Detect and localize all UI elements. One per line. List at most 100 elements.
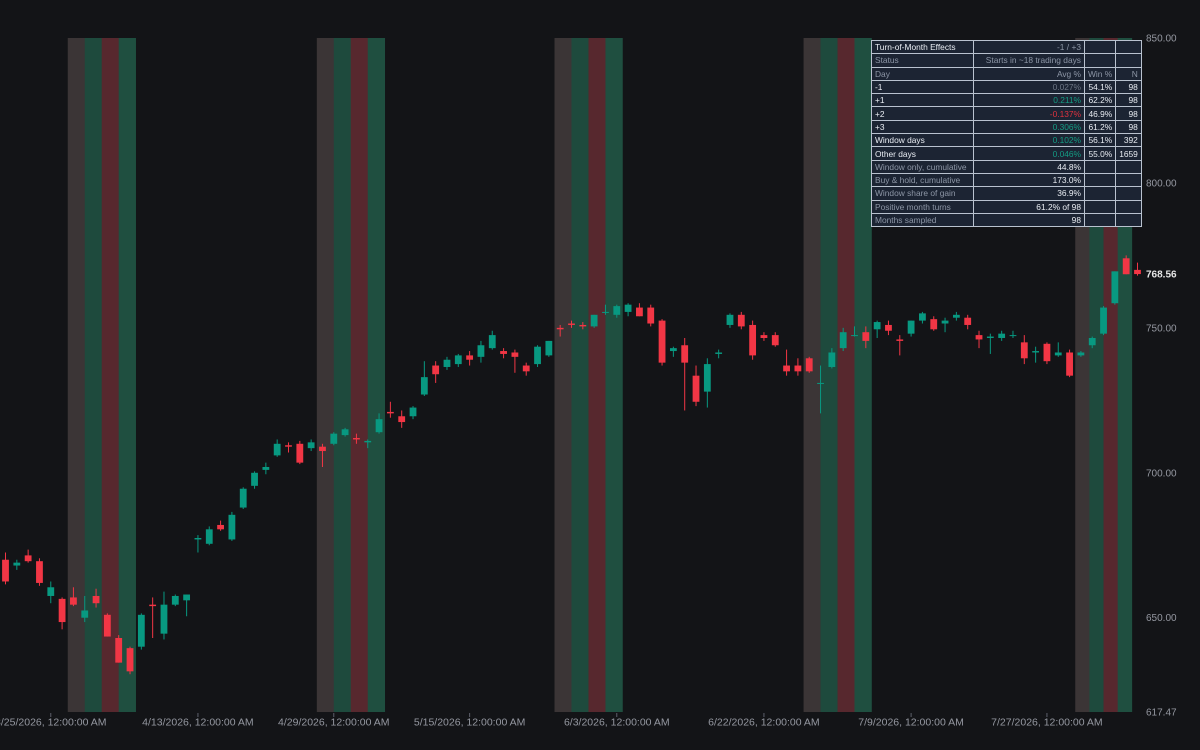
candle-body [126, 648, 134, 672]
band-stripe [67, 38, 86, 712]
price-axis[interactable]: 850.00 800.00 750.00 700.00 650.00 617.47 768.… [1146, 34, 1177, 719]
avg-cell: 0.102% [973, 133, 1085, 148]
candle [851, 326, 858, 337]
candle [941, 317, 949, 333]
candle-body [511, 352, 519, 357]
candle [737, 311, 745, 330]
table-row: +3 0.306% 61.2% 98 [871, 119, 1142, 135]
band-stripe [118, 38, 136, 712]
candle-body [1088, 338, 1096, 346]
empty-cell [1115, 172, 1142, 188]
candle-body [160, 604, 168, 634]
candle-body [454, 355, 462, 365]
candle [1088, 336, 1096, 349]
candle [115, 635, 123, 663]
candle-body [805, 358, 813, 372]
table-row: Other days 0.046% 55.0% 1659 [871, 146, 1142, 161]
band-stripe [350, 38, 369, 712]
candle [443, 356, 451, 370]
candle-body [228, 514, 236, 540]
candle [794, 358, 802, 376]
n-cell: 1659 [1115, 146, 1142, 161]
candle-body [998, 333, 1006, 338]
candle-body [477, 345, 485, 357]
candle-body [341, 429, 349, 436]
day-cell: +2 [871, 106, 974, 121]
candle [239, 487, 247, 510]
candle [862, 326, 870, 349]
band-stripe [367, 38, 386, 712]
col-win: Win % [1083, 66, 1117, 81]
summary-row: Buy & hold, cumulative 173.0% [871, 172, 1142, 188]
candle-body [986, 336, 994, 338]
candle [92, 588, 100, 608]
candle-body [658, 320, 666, 363]
candle [285, 442, 292, 453]
candle [81, 595, 89, 623]
table-row: +2 -0.137% 46.9% 98 [871, 106, 1142, 121]
candle-body [251, 472, 258, 486]
status-value: Starts in ~18 trading days [973, 53, 1085, 68]
candle-body [420, 377, 428, 395]
candle [273, 439, 281, 457]
candle-body [749, 324, 757, 356]
candle [1043, 342, 1051, 365]
candle [126, 646, 134, 675]
turn-of-month-band [316, 38, 386, 712]
turn-of-month-band [67, 38, 136, 712]
candle [534, 345, 541, 367]
day-cell: Window days [871, 133, 974, 148]
last-price-label: 768.56 [1146, 270, 1177, 281]
candle-body [703, 364, 711, 392]
avg-cell: 0.046% [973, 146, 1085, 161]
candle [36, 558, 43, 586]
candle [171, 594, 179, 607]
band-stripe [333, 38, 352, 712]
candle [885, 320, 892, 336]
candle-body [952, 314, 960, 318]
candle-body [296, 443, 304, 463]
candle-body [760, 335, 768, 338]
candle [466, 351, 474, 366]
summary-value: 173.0% [973, 172, 1085, 188]
candle [568, 320, 575, 328]
candles [2, 255, 1141, 675]
candle [398, 410, 406, 428]
candle [262, 462, 270, 475]
candle-body [47, 587, 55, 596]
candle [760, 332, 768, 341]
candle [669, 346, 677, 357]
candle [1134, 262, 1141, 276]
empty-cell [1115, 212, 1142, 228]
table-row: +1 0.211% 62.2% 98 [871, 93, 1142, 108]
candle [692, 365, 700, 407]
table-row: Window days 0.102% 56.1% 392 [871, 133, 1142, 148]
time-axis[interactable]: 3/25/2026, 12:00:00 AM 4/13/2026, 12:00:0… [0, 713, 1103, 729]
candle-body [590, 314, 598, 327]
candle [13, 559, 21, 570]
status-row: Status Starts in ~18 trading days [871, 53, 1142, 68]
candle [386, 401, 394, 418]
price-tick-label: 617.47 [1146, 708, 1177, 719]
n-cell: 98 [1115, 119, 1142, 135]
summary-label: Window share of gain [871, 186, 974, 201]
candle [749, 320, 757, 360]
candle [681, 338, 689, 411]
candle-body [307, 442, 315, 449]
candle [70, 587, 77, 607]
candle [1032, 346, 1040, 363]
candle [420, 361, 428, 396]
candle [353, 433, 360, 444]
win-cell: 62.2% [1083, 93, 1117, 108]
candle-body [13, 562, 21, 566]
candle-body [58, 598, 66, 623]
candle-body [726, 314, 734, 325]
candle [364, 439, 372, 449]
time-tick-label: 4/13/2026, 12:00:00 AM [142, 717, 254, 729]
candle-body [103, 614, 111, 637]
band-stripe [554, 38, 572, 712]
candle [500, 348, 507, 359]
candle [602, 304, 609, 315]
candle-body [1032, 351, 1040, 353]
